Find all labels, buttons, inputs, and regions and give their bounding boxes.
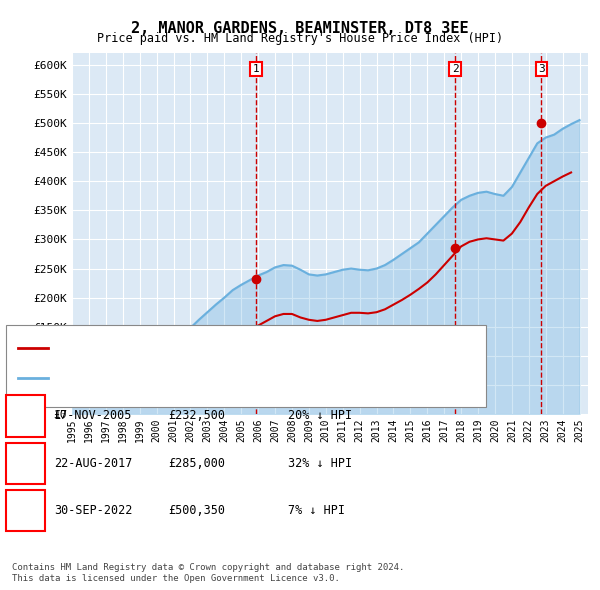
Text: HPI: Average price, detached house, Dorset: HPI: Average price, detached house, Dors… [54,373,317,382]
Text: £285,000: £285,000 [168,457,225,470]
Text: 2: 2 [22,457,29,470]
Text: £232,500: £232,500 [168,409,225,422]
Text: 7% ↓ HPI: 7% ↓ HPI [288,504,345,517]
Text: 20% ↓ HPI: 20% ↓ HPI [288,409,352,422]
Text: 3: 3 [538,64,545,74]
Text: 1: 1 [22,409,29,422]
Text: 2: 2 [452,64,458,74]
Text: £500,350: £500,350 [168,504,225,517]
Text: 3: 3 [22,504,29,517]
Text: 22-AUG-2017: 22-AUG-2017 [54,457,133,470]
Text: 32% ↓ HPI: 32% ↓ HPI [288,457,352,470]
Text: Contains HM Land Registry data © Crown copyright and database right 2024.
This d: Contains HM Land Registry data © Crown c… [12,563,404,583]
Text: 2, MANOR GARDENS, BEAMINSTER, DT8 3EE (detached house): 2, MANOR GARDENS, BEAMINSTER, DT8 3EE (d… [54,343,392,353]
Text: 2, MANOR GARDENS, BEAMINSTER, DT8 3EE: 2, MANOR GARDENS, BEAMINSTER, DT8 3EE [131,21,469,35]
Text: 1: 1 [253,64,259,74]
Text: Price paid vs. HM Land Registry's House Price Index (HPI): Price paid vs. HM Land Registry's House … [97,32,503,45]
Text: 30-SEP-2022: 30-SEP-2022 [54,504,133,517]
Text: 17-NOV-2005: 17-NOV-2005 [54,409,133,422]
